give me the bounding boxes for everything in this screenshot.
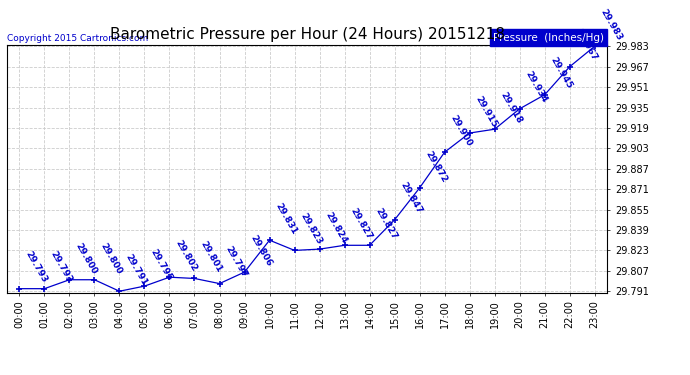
- Text: 29.824: 29.824: [324, 210, 349, 245]
- Title: Barometric Pressure per Hour (24 Hours) 20151218: Barometric Pressure per Hour (24 Hours) …: [110, 27, 504, 42]
- Text: 29.918: 29.918: [499, 90, 524, 125]
- Text: 29.793: 29.793: [48, 250, 74, 285]
- Text: Pressure  (Inches/Hg): Pressure (Inches/Hg): [493, 33, 604, 42]
- Text: 29.872: 29.872: [424, 149, 449, 184]
- Text: 29.983: 29.983: [599, 8, 624, 42]
- Text: 29.827: 29.827: [348, 206, 374, 241]
- Text: 29.915: 29.915: [474, 94, 499, 129]
- Text: Copyright 2015 Cartronics.com: Copyright 2015 Cartronics.com: [7, 33, 148, 42]
- Text: 29.967: 29.967: [574, 28, 599, 63]
- Text: 29.793: 29.793: [23, 250, 49, 285]
- Text: 29.800: 29.800: [99, 241, 124, 276]
- Text: 29.797: 29.797: [224, 244, 249, 279]
- Text: 29.847: 29.847: [399, 181, 424, 216]
- Text: 29.806: 29.806: [248, 233, 274, 268]
- Text: 29.827: 29.827: [374, 206, 399, 241]
- Text: 29.795: 29.795: [148, 247, 174, 282]
- Text: 29.900: 29.900: [448, 114, 474, 148]
- Text: 29.823: 29.823: [299, 211, 324, 246]
- Text: 29.934: 29.934: [524, 70, 549, 105]
- Text: 29.800: 29.800: [74, 241, 99, 276]
- Text: 29.802: 29.802: [174, 238, 199, 273]
- Text: 29.831: 29.831: [274, 201, 299, 236]
- Text: 29.945: 29.945: [549, 56, 574, 91]
- Text: 29.791: 29.791: [124, 252, 149, 287]
- Text: 29.801: 29.801: [199, 240, 224, 274]
